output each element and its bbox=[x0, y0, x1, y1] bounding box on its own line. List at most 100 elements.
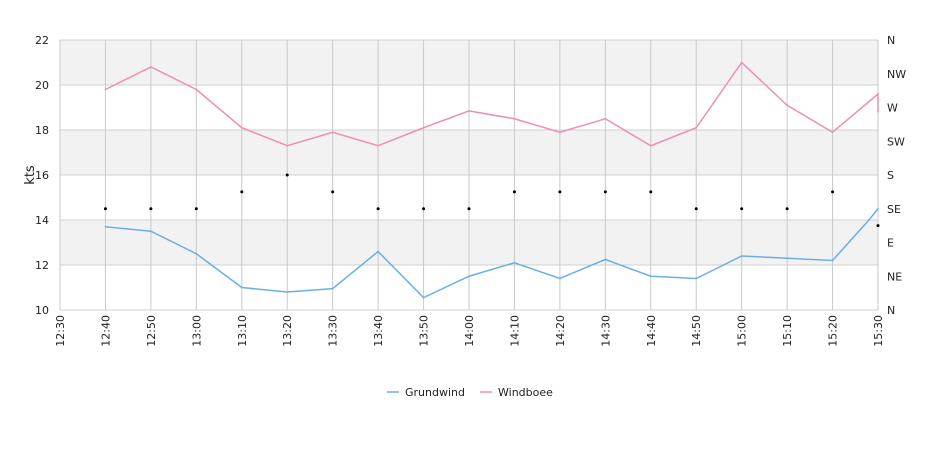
series-point-1 bbox=[422, 126, 425, 129]
series-point-0 bbox=[831, 259, 834, 262]
direction-dots bbox=[103, 173, 880, 228]
direction-point bbox=[785, 207, 789, 211]
series-point-0 bbox=[868, 219, 870, 221]
series-point-0 bbox=[468, 275, 470, 278]
x-tick-label: 12:30 bbox=[54, 315, 67, 347]
x-tick-label: 15:30 bbox=[872, 315, 885, 347]
series-point-0 bbox=[559, 277, 561, 280]
series-point-1 bbox=[877, 93, 879, 95]
x-tick-label: 14:50 bbox=[690, 315, 703, 347]
y-tick-label: 14 bbox=[35, 214, 49, 227]
direction-point bbox=[285, 173, 289, 177]
legend-label: Grundwind bbox=[405, 386, 465, 399]
direction-point bbox=[331, 190, 335, 194]
direction-tick-label: N bbox=[887, 34, 895, 47]
y-tick-label: 16 bbox=[35, 169, 49, 182]
direction-tick-label: SE bbox=[887, 203, 901, 216]
series-point-0 bbox=[604, 258, 607, 261]
direction-tick-label: W bbox=[887, 102, 898, 115]
x-tick-label: 13:10 bbox=[236, 315, 249, 347]
series-point-1 bbox=[559, 131, 561, 134]
x-tick-label: 14:10 bbox=[508, 315, 521, 347]
x-tick-label: 14:00 bbox=[463, 315, 476, 347]
direction-point bbox=[603, 190, 607, 194]
direction-point bbox=[649, 190, 653, 194]
x-tick-label: 13:30 bbox=[327, 315, 340, 347]
direction-tick-label: NE bbox=[887, 270, 902, 283]
series-point-0 bbox=[286, 291, 289, 293]
series-point-0 bbox=[786, 257, 788, 260]
direction-point bbox=[376, 207, 380, 211]
series-point-0 bbox=[240, 286, 243, 289]
series-point-1 bbox=[695, 126, 698, 129]
direction-tick-label: N bbox=[887, 304, 895, 317]
axes: 10 12 14 16 18 20 22 12:30 12:40 12:50 13:00 13:10 1… bbox=[35, 34, 906, 347]
direction-point bbox=[467, 207, 471, 211]
series-point-1 bbox=[195, 88, 198, 91]
direction-point bbox=[694, 207, 698, 211]
y-axis-label: kts bbox=[23, 165, 38, 185]
series-point-0 bbox=[740, 255, 743, 257]
series-point-1 bbox=[377, 144, 379, 147]
series-layer bbox=[104, 61, 879, 299]
series-point-0 bbox=[877, 207, 879, 210]
series-point-0 bbox=[150, 230, 152, 233]
direction-point bbox=[103, 207, 107, 211]
series-point-0 bbox=[649, 275, 652, 278]
series-point-1 bbox=[513, 117, 516, 120]
y-tick-label: 12 bbox=[35, 259, 49, 272]
direction-tick-label: NW bbox=[887, 68, 906, 81]
direction-point bbox=[740, 207, 744, 211]
direction-point bbox=[240, 190, 244, 194]
series-point-1 bbox=[331, 131, 334, 134]
series-point-1 bbox=[150, 66, 152, 68]
series-point-1 bbox=[786, 104, 788, 107]
direction-point bbox=[149, 207, 153, 211]
x-tick-label: 15:20 bbox=[827, 315, 840, 347]
direction-point bbox=[831, 190, 835, 194]
x-tick-label: 15:00 bbox=[736, 315, 749, 347]
legend-label: Windboee bbox=[498, 386, 553, 399]
direction-point bbox=[558, 190, 562, 194]
series-point-0 bbox=[377, 250, 379, 253]
x-tick-label: 12:50 bbox=[145, 315, 158, 347]
x-tick-label: 13:00 bbox=[190, 315, 203, 347]
x-tick-label: 12:40 bbox=[99, 315, 112, 347]
x-tick-label: 13:50 bbox=[418, 315, 431, 347]
y-tick-label: 18 bbox=[35, 124, 49, 137]
series-point-1 bbox=[740, 61, 743, 64]
series-point-1 bbox=[240, 126, 243, 129]
series-point-1 bbox=[286, 144, 289, 147]
direction-point bbox=[512, 190, 516, 194]
y-tick-label: 20 bbox=[35, 79, 49, 92]
y-tick-label: 10 bbox=[35, 304, 49, 317]
series-point-0 bbox=[513, 261, 516, 264]
legend: Grundwind Windboee bbox=[387, 386, 553, 399]
y-tick-label: 22 bbox=[35, 34, 49, 47]
series-point-1 bbox=[468, 110, 470, 112]
series-point-0 bbox=[331, 287, 334, 290]
series-point-0 bbox=[104, 225, 107, 228]
series-point-0 bbox=[195, 252, 198, 255]
series-point-1 bbox=[831, 131, 834, 134]
direction-tick-label: S bbox=[887, 169, 894, 182]
direction-point bbox=[422, 207, 426, 211]
direction-point bbox=[876, 224, 880, 228]
x-tick-label: 14:40 bbox=[645, 315, 658, 347]
x-tick-label: 14:20 bbox=[554, 315, 567, 347]
direction-point bbox=[194, 207, 198, 211]
x-tick-label: 15:10 bbox=[781, 315, 794, 347]
series-point-1 bbox=[877, 111, 879, 113]
series-point-1 bbox=[604, 117, 607, 120]
x-tick-label: 14:30 bbox=[599, 315, 612, 347]
series-point-1 bbox=[649, 144, 652, 147]
x-tick-label: 13:20 bbox=[281, 315, 294, 347]
series-point-0 bbox=[422, 296, 425, 299]
direction-tick-label: SW bbox=[887, 135, 905, 148]
series-point-0 bbox=[695, 277, 698, 280]
direction-tick-label: E bbox=[887, 237, 894, 250]
series-point-1 bbox=[104, 88, 107, 91]
x-tick-label: 13:40 bbox=[372, 315, 385, 347]
